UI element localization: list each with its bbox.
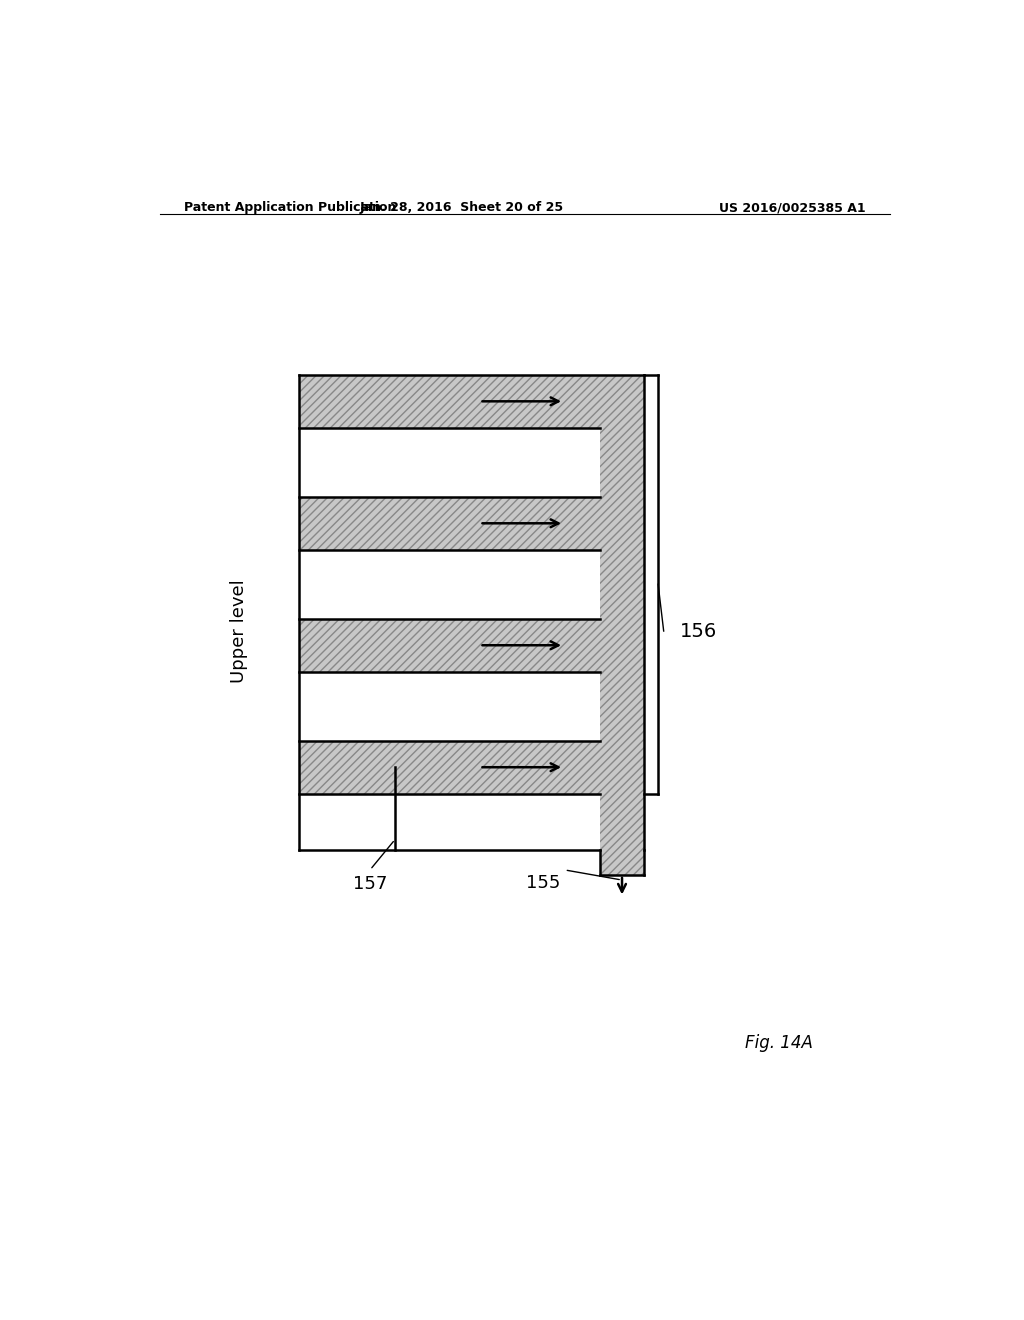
Bar xyxy=(299,672,600,741)
Text: 155: 155 xyxy=(526,874,560,892)
Bar xyxy=(299,549,600,619)
Text: 157: 157 xyxy=(353,875,387,892)
Bar xyxy=(600,375,644,850)
Bar xyxy=(299,619,644,672)
Text: Upper level: Upper level xyxy=(230,579,248,682)
Bar xyxy=(600,850,644,875)
Text: 156: 156 xyxy=(680,622,717,640)
Text: Jan. 28, 2016  Sheet 20 of 25: Jan. 28, 2016 Sheet 20 of 25 xyxy=(359,201,563,214)
Bar xyxy=(299,793,600,850)
Text: US 2016/0025385 A1: US 2016/0025385 A1 xyxy=(720,201,866,214)
Text: Patent Application Publication: Patent Application Publication xyxy=(183,201,396,214)
Text: Fig. 14A: Fig. 14A xyxy=(744,1034,813,1052)
Bar xyxy=(299,428,600,496)
Bar xyxy=(299,375,644,428)
Bar xyxy=(299,741,644,793)
Bar xyxy=(299,496,644,549)
